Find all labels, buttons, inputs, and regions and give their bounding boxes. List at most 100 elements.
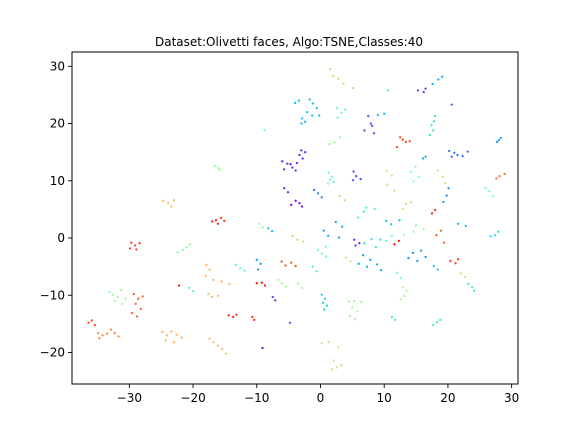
data-point: [348, 300, 351, 303]
data-point: [436, 268, 439, 271]
data-point: [218, 168, 221, 172]
data-point: [305, 110, 309, 114]
y-tick-label: 20: [50, 117, 65, 131]
data-point: [312, 188, 316, 192]
data-point: [289, 163, 292, 166]
data-point: [344, 256, 348, 259]
data-point: [399, 276, 402, 280]
data-point: [101, 334, 104, 337]
data-point: [395, 145, 399, 149]
data-point: [351, 179, 355, 182]
data-point: [470, 286, 474, 289]
data-point: [328, 143, 331, 146]
data-point: [435, 321, 439, 324]
data-point: [497, 230, 500, 233]
data-point: [401, 286, 404, 289]
data-point: [493, 234, 497, 237]
data-point: [277, 278, 280, 281]
data-point: [130, 311, 134, 315]
data-point: [294, 199, 297, 202]
data-point: [390, 234, 393, 237]
data-point: [281, 160, 284, 163]
data-point: [434, 208, 437, 212]
data-point: [499, 136, 502, 140]
data-point: [349, 260, 352, 263]
data-point: [367, 114, 370, 118]
data-point: [439, 318, 442, 322]
data-point: [365, 206, 368, 209]
data-point: [420, 249, 423, 252]
data-point: [328, 178, 332, 181]
data-point: [167, 201, 170, 205]
data-point: [295, 161, 299, 165]
data-point: [172, 199, 176, 202]
data-point: [297, 99, 300, 102]
data-point: [251, 315, 254, 319]
data-point: [311, 114, 314, 117]
data-point: [342, 82, 345, 85]
data-point: [290, 203, 293, 206]
x-tick-label: 20: [440, 391, 455, 405]
data-point: [302, 240, 305, 243]
data-point: [283, 168, 286, 171]
data-point: [369, 122, 372, 125]
data-point: [414, 165, 417, 168]
data-point: [111, 293, 114, 296]
data-point: [219, 216, 223, 220]
data-point: [138, 242, 141, 245]
data-point: [428, 133, 432, 137]
data-point: [137, 297, 140, 300]
data-point: [335, 106, 339, 110]
data-point: [337, 77, 340, 81]
data-point: [263, 284, 267, 287]
data-point: [393, 189, 396, 192]
data-point: [430, 124, 433, 127]
data-point: [294, 169, 297, 172]
data-point: [181, 248, 185, 252]
data-point: [344, 108, 347, 111]
data-point: [416, 89, 420, 92]
data-point: [370, 238, 373, 241]
data-point: [180, 336, 183, 339]
data-point: [260, 281, 264, 284]
data-point: [401, 207, 404, 210]
data-point: [311, 265, 314, 268]
data-point: [134, 302, 137, 306]
data-point: [395, 271, 399, 275]
data-point: [357, 262, 360, 265]
data-point: [450, 155, 453, 158]
data-point: [216, 344, 220, 347]
data-point: [456, 153, 459, 157]
data-point: [461, 155, 464, 158]
data-point: [271, 295, 274, 299]
data-point: [402, 294, 406, 297]
data-point: [390, 223, 393, 226]
data-point: [139, 307, 142, 311]
data-point: [467, 282, 470, 285]
data-point: [362, 254, 365, 257]
data-point: [417, 175, 420, 178]
data-point: [161, 199, 165, 202]
data-point: [373, 207, 376, 210]
data-point: [456, 222, 460, 225]
data-point: [450, 103, 453, 106]
x-tick-label: −30: [117, 391, 142, 405]
data-point: [284, 285, 288, 288]
data-point: [409, 170, 413, 173]
data-point: [211, 295, 214, 299]
data-point: [98, 337, 101, 340]
data-point: [463, 275, 467, 279]
data-point: [320, 293, 323, 296]
data-point: [405, 289, 408, 292]
data-point: [337, 346, 340, 349]
data-point: [356, 310, 359, 313]
data-point: [383, 112, 386, 115]
data-point: [135, 315, 139, 318]
data-point: [232, 315, 235, 319]
data-point: [119, 288, 123, 292]
data-point: [214, 219, 218, 222]
data-point: [424, 87, 427, 90]
data-point: [225, 352, 228, 355]
data-point: [442, 200, 445, 204]
data-point: [354, 244, 357, 247]
